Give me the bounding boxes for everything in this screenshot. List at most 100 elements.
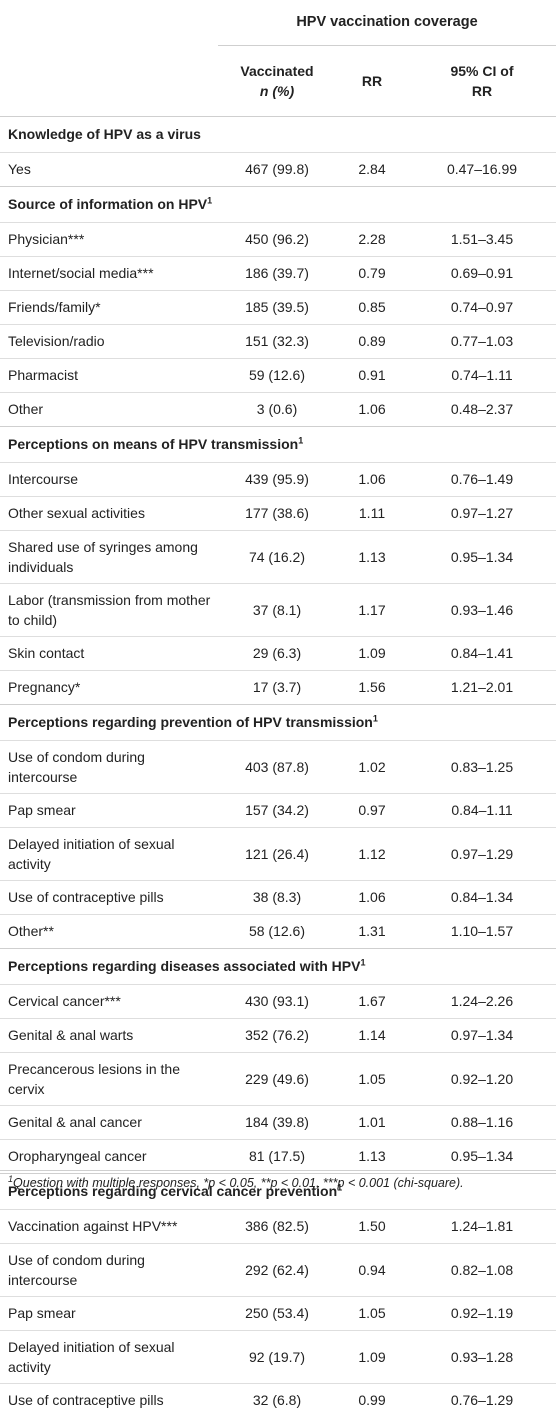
table-row: Shared use of syringes among individuals… <box>0 529 556 583</box>
row-vaccinated: 439 (95.9) <box>218 461 336 496</box>
row-rr: 1.50 <box>336 1208 408 1243</box>
row-label: Other sexual activities <box>0 495 218 530</box>
row-rr: 1.06 <box>336 391 408 426</box>
row-rr: 1.31 <box>336 913 408 948</box>
table-row: Genital & anal warts 352 (76.2) 1.14 0.97–1… <box>0 1017 556 1052</box>
row-ci: 0.93–1.28 <box>408 1329 556 1383</box>
row-rr: 0.89 <box>336 323 408 358</box>
header-super-label: HPV vaccination coverage <box>218 0 556 46</box>
column-header-vaccinated-line2: n (%) <box>259 82 295 99</box>
section-title-text: Source of information on HPV <box>8 196 208 212</box>
row-vaccinated: 29 (6.3) <box>218 635 336 670</box>
column-header-ci: 95% CI of RR <box>408 45 556 117</box>
row-label: Labor (transmission from mother to child… <box>0 582 218 636</box>
row-ci: 1.10–1.57 <box>408 913 556 948</box>
row-vaccinated: 17 (3.7) <box>218 669 336 704</box>
table-row: Labor (transmission from mother to child… <box>0 582 556 636</box>
table-row: Oropharyngeal cancer 81 (17.5) 1.13 0.95–1.… <box>0 1138 556 1173</box>
table-row: Internet/social media*** 186 (39.7) 0.79 0.… <box>0 255 556 290</box>
table-row: Pap smear 250 (53.4) 1.05 0.92–1.19 <box>0 1295 556 1330</box>
row-ci: 0.97–1.29 <box>408 826 556 880</box>
table-row: Friends/family* 185 (39.5) 0.85 0.74–0.97 <box>0 289 556 324</box>
row-rr: 1.12 <box>336 826 408 880</box>
column-header-vaccinated-line1: Vaccinated <box>240 62 314 79</box>
row-rr: 0.91 <box>336 357 408 392</box>
row-rr: 1.01 <box>336 1104 408 1139</box>
row-rr: 1.06 <box>336 879 408 914</box>
row-label: Pregnancy* <box>0 669 218 704</box>
row-vaccinated: 177 (38.6) <box>218 495 336 530</box>
section-row: Perceptions on means of HPV transmission… <box>0 425 556 462</box>
row-label: Intercourse <box>0 461 218 496</box>
table-row: Pap smear 157 (34.2) 0.97 0.84–1.11 <box>0 792 556 827</box>
row-ci: 0.84–1.34 <box>408 879 556 914</box>
row-rr: 1.14 <box>336 1017 408 1052</box>
row-vaccinated: 184 (39.8) <box>218 1104 336 1139</box>
row-ci: 0.88–1.16 <box>408 1104 556 1139</box>
row-label: Oropharyngeal cancer <box>0 1138 218 1173</box>
table-body: Knowledge of HPV as a virus Yes 467 (99.8)… <box>0 115 556 1417</box>
row-vaccinated: 74 (16.2) <box>218 529 336 583</box>
table-row: Use of contraceptive pills 38 (8.3) 1.06 0.… <box>0 879 556 914</box>
table-row: Yes 467 (99.8) 2.84 0.47–16.99 <box>0 151 556 186</box>
section-title-superscript: 1 <box>207 195 213 206</box>
row-rr: 1.02 <box>336 739 408 793</box>
column-header-rr-label: RR <box>361 72 383 89</box>
row-label: Other** <box>0 913 218 948</box>
table-row: Television/radio 151 (32.3) 0.89 0.77–1.03 <box>0 323 556 358</box>
row-ci: 0.93–1.46 <box>408 582 556 636</box>
row-rr: 1.56 <box>336 669 408 704</box>
row-label: Physician*** <box>0 221 218 256</box>
section-title-superscript: 1 <box>298 435 304 446</box>
row-label: Yes <box>0 151 218 186</box>
table-row: Other 3 (0.6) 1.06 0.48–2.37 <box>0 391 556 426</box>
row-label: Cervical cancer*** <box>0 983 218 1018</box>
row-ci: 0.77–1.03 <box>408 323 556 358</box>
row-vaccinated: 250 (53.4) <box>218 1295 336 1330</box>
section-row: Source of information on HPV1 <box>0 185 556 222</box>
column-header-ci-line2: RR <box>471 82 493 99</box>
row-rr: 1.09 <box>336 1329 408 1383</box>
header-blank <box>0 0 218 45</box>
row-vaccinated: 467 (99.8) <box>218 151 336 186</box>
row-label: Other <box>0 391 218 426</box>
row-vaccinated: 386 (82.5) <box>218 1208 336 1243</box>
row-vaccinated: 151 (32.3) <box>218 323 336 358</box>
row-rr: 1.17 <box>336 582 408 636</box>
row-label: Genital & anal cancer <box>0 1104 218 1139</box>
row-label: Pap smear <box>0 1295 218 1330</box>
row-vaccinated: 37 (8.1) <box>218 582 336 636</box>
row-vaccinated: 3 (0.6) <box>218 391 336 426</box>
row-label: Skin contact <box>0 635 218 670</box>
row-ci: 0.74–0.97 <box>408 289 556 324</box>
row-ci: 1.24–2.26 <box>408 983 556 1018</box>
table-row: Vaccination against HPV*** 386 (82.5) 1.50… <box>0 1208 556 1243</box>
column-header-ci-line1: 95% CI of <box>450 62 514 79</box>
row-rr: 0.94 <box>336 1242 408 1296</box>
row-ci: 0.69–0.91 <box>408 255 556 290</box>
section-title-text: Perceptions on means of HPV transmission <box>8 436 299 452</box>
section-title-superscript: 1 <box>360 957 366 968</box>
row-vaccinated: 59 (12.6) <box>218 357 336 392</box>
row-rr: 0.99 <box>336 1382 408 1417</box>
section-title: Perceptions regarding diseases associate… <box>0 947 556 984</box>
section-title: Knowledge of HPV as a virus <box>0 115 556 152</box>
row-vaccinated: 352 (76.2) <box>218 1017 336 1052</box>
row-vaccinated: 32 (6.8) <box>218 1382 336 1417</box>
row-vaccinated: 185 (39.5) <box>218 289 336 324</box>
section-title-text: Knowledge of HPV as a virus <box>8 126 201 142</box>
row-label: Delayed initiation of sexual activity <box>0 1329 218 1383</box>
table-row: Delayed initiation of sexual activity 92 … <box>0 1329 556 1383</box>
section-row: Knowledge of HPV as a virus <box>0 115 556 152</box>
table-row: Intercourse 439 (95.9) 1.06 0.76–1.49 <box>0 461 556 496</box>
footnote: 1Question with multiple responses, *p < … <box>0 1170 556 1190</box>
table-row: Use of contraceptive pills 32 (6.8) 0.99 0.… <box>0 1382 556 1417</box>
row-label: Pap smear <box>0 792 218 827</box>
table-row: Delayed initiation of sexual activity 121… <box>0 826 556 880</box>
row-ci: 0.92–1.19 <box>408 1295 556 1330</box>
table-row: Use of condom during intercourse 403 (87.… <box>0 739 556 793</box>
row-vaccinated: 121 (26.4) <box>218 826 336 880</box>
row-rr: 1.13 <box>336 1138 408 1173</box>
table-row: Cervical cancer*** 430 (93.1) 1.67 1.24–2.2… <box>0 983 556 1018</box>
